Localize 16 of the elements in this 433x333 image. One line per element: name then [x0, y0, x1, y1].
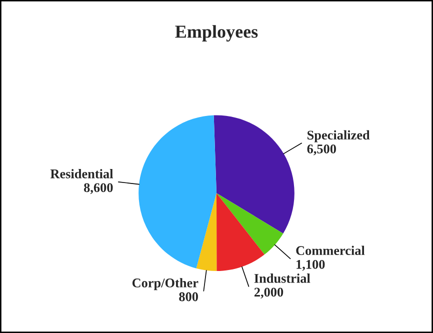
pie-slice: [138, 115, 216, 268]
slice-label: Residential: [50, 169, 114, 178]
slice-label: Specialized: [308, 130, 370, 142]
data-label: 2,000: [254, 288, 284, 299]
pie-slice: [216, 193, 284, 255]
data-label: 1,100: [296, 260, 325, 271]
chart-title: Employees: [175, 25, 258, 42]
data-label: 800: [179, 292, 198, 302]
slice-label: Corp/Other: [132, 278, 198, 290]
data-label: 8,600: [84, 183, 113, 194]
data-label: 6,500: [307, 144, 336, 156]
slice-label: Industrial: [254, 274, 310, 283]
pie-slice: [216, 193, 264, 272]
pie-slice: [214, 115, 294, 234]
slice-label: Commercial: [296, 246, 365, 256]
pie-slice: [196, 193, 217, 272]
